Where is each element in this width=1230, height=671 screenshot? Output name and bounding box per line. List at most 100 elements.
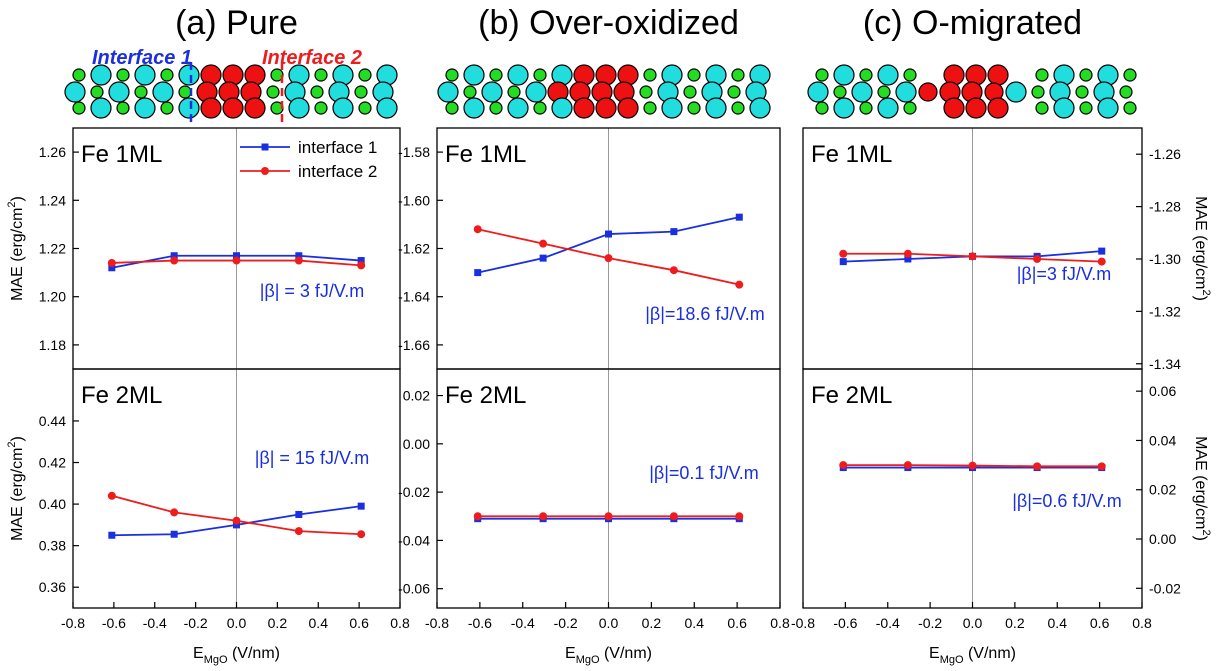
atom [116,101,130,115]
marker [295,510,303,518]
y-tick-label: -1.66 [398,337,430,353]
atom [551,97,573,119]
marker [605,230,612,238]
atom [987,97,1009,119]
y-tick-label: -1.28 [1149,199,1181,215]
x-tick-label: -0.8 [791,615,815,631]
x-tick-label: -0.2 [184,615,208,631]
atom [116,68,130,82]
marker [604,512,613,521]
atom [354,85,368,99]
atom [987,64,1009,86]
marker [474,269,482,277]
marker [670,228,678,236]
y-axis-label-part: MAE (erg/cm [9,208,26,301]
x-tick-label: 0.6 [1090,615,1110,631]
atom [134,64,156,86]
marker [108,264,116,272]
x-tick-label: -0.4 [876,615,900,631]
marker [357,502,365,510]
plot-frame [72,368,401,609]
plot-frame [436,368,781,609]
y-axis-label: MAE (erg/cm2) [6,436,26,541]
marker [473,512,482,521]
x-tick-label: 0.0 [227,615,247,631]
y-tick-label: 0.42 [39,455,66,471]
panel-title: (c) O-migrated [863,4,1082,42]
x-axis-label: EMgO (V/nm) [193,645,280,666]
x-axis-label-part: (V/nm) [964,645,1016,662]
atom [72,101,86,115]
y-tick-label: -1.26 [1149,146,1181,162]
marker [539,512,548,521]
marker [839,461,848,470]
legend-label: interface 1 [298,138,377,157]
y-tick-label: 0.00 [403,436,430,452]
x-tick-label: 0.8 [770,615,790,631]
atom [918,82,938,102]
marker [1097,257,1106,266]
y-axis-label-part: ) [9,436,26,441]
y-tick-label: -1.60 [398,192,430,208]
atom [507,97,529,119]
atom [266,85,280,99]
x-tick-label: -0.8 [425,615,449,631]
atom [643,101,657,115]
atom [160,101,174,115]
atom [1119,85,1133,99]
panel-label: Fe 1ML [811,141,892,168]
x-tick-label: -0.6 [102,615,126,631]
x-tick-label: -0.8 [61,615,85,631]
atom [1075,85,1089,99]
atom [332,97,354,119]
atom [152,81,174,103]
atom [314,101,328,115]
marker [669,512,678,521]
annotation: |β|=0.1 fJ/V.m [649,463,759,483]
atom [160,68,174,82]
atom [244,97,266,119]
interface-label: Interface 2 [262,47,362,69]
marker [1033,254,1042,263]
atom [376,97,398,119]
marker [170,508,179,517]
atom [877,85,891,99]
marker [295,252,303,260]
x-axis-label-sub: MgO [204,654,228,666]
y-tick-label: 0.40 [39,496,66,512]
atom [617,97,639,119]
legend-label: interface 2 [298,162,377,181]
atom [1031,85,1045,99]
marker [669,266,678,275]
y-tick-label: -1.30 [1149,251,1181,267]
atom [895,81,917,103]
y-axis-label-sup: 2 [1200,289,1212,295]
atom [903,68,917,82]
atom [489,101,503,115]
y-tick-label: -0.02 [1149,580,1181,596]
x-tick-label: 0.6 [727,615,747,631]
y-axis-label-part: ) [1192,296,1209,301]
y-tick-label: -0.04 [398,532,430,548]
plot-frame [802,368,1143,609]
x-tick-label: 0.2 [268,615,288,631]
y-axis-label: MAE (erg/cm2) [6,196,26,301]
y-axis-label-part: MAE (erg/cm [1192,436,1209,529]
y-tick-label: 1.24 [39,192,66,208]
x-tick-label: 0.4 [309,615,329,631]
atom [178,85,192,99]
atom [90,85,104,99]
marker [170,256,179,265]
atom [705,97,727,119]
y-tick-label: 0.06 [1149,383,1176,399]
y-axis-label-sup: 2 [6,441,18,447]
atom [833,64,855,86]
y-tick-label: 0.36 [39,579,66,595]
atom [749,97,771,119]
marker [968,252,977,261]
marker [539,239,548,248]
y-tick-label: 1.26 [39,144,66,160]
atom [72,68,86,82]
